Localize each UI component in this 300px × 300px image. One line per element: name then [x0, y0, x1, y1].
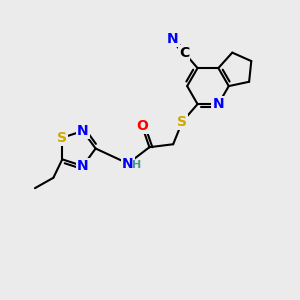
Text: N: N — [77, 124, 89, 138]
Text: N: N — [122, 157, 134, 171]
Text: O: O — [136, 119, 148, 133]
Text: S: S — [177, 115, 187, 129]
Text: N: N — [167, 32, 179, 46]
Text: S: S — [57, 131, 67, 145]
Text: C: C — [179, 46, 189, 60]
Text: N: N — [212, 97, 224, 111]
Text: N: N — [77, 159, 89, 173]
Text: H: H — [132, 160, 141, 170]
